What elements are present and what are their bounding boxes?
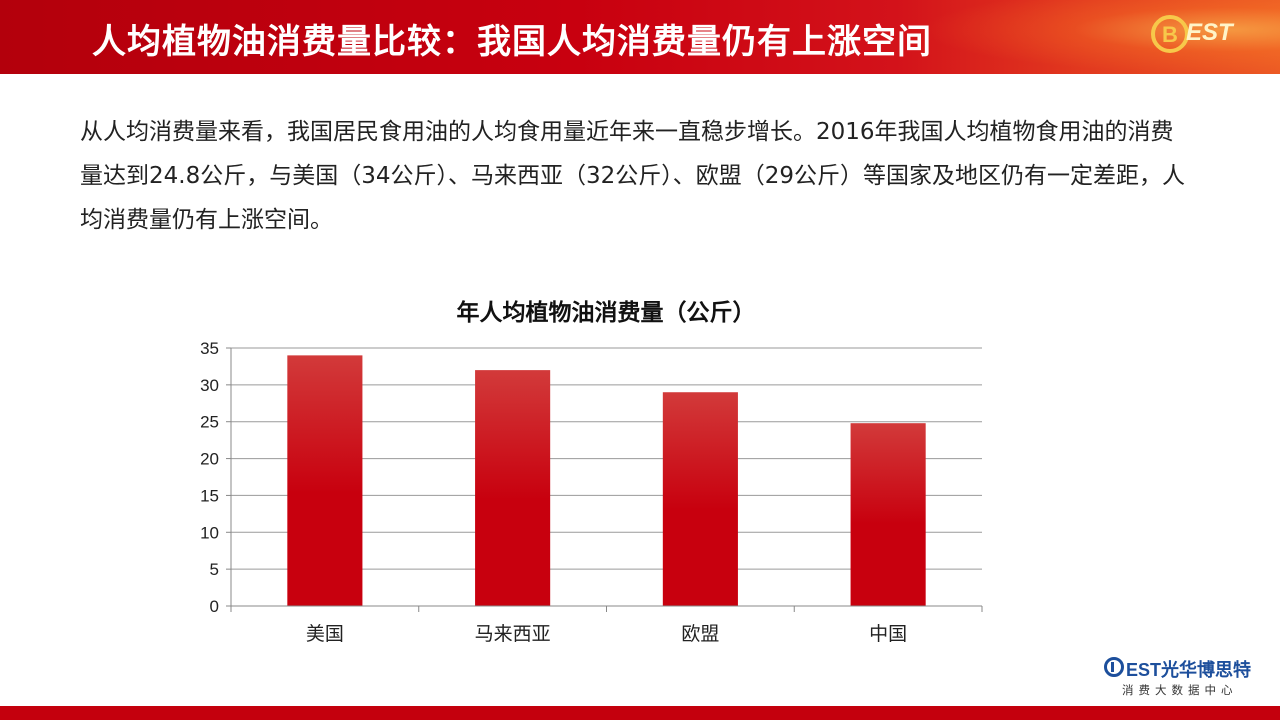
logo-mark-est: EST xyxy=(1186,19,1235,46)
y-tick-label: 25 xyxy=(200,413,219,432)
footer-logo: EST光华博思特 消费大数据中心 xyxy=(1104,656,1266,702)
bars xyxy=(287,355,926,606)
bar-3 xyxy=(662,392,738,606)
y-tick-label: 35 xyxy=(200,339,219,358)
best-logo-icon: B EST xyxy=(1151,15,1235,53)
y-tick-label: 10 xyxy=(200,523,219,542)
chart-title: 年人均植物油消费量（公斤） xyxy=(456,300,756,326)
logo-mark-b: B xyxy=(1162,22,1178,47)
y-tick-label: 5 xyxy=(210,560,219,579)
bottom-bar xyxy=(0,706,1280,720)
x-category-label: 欧盟 xyxy=(681,623,719,645)
footer-b-icon xyxy=(1104,657,1124,677)
intro-paragraph: 从人均消费量来看，我国居民食用油的人均食用量近年来一直稳步增长。2016年我国人… xyxy=(80,119,1186,233)
bar-1 xyxy=(287,355,363,606)
bar-4 xyxy=(850,423,926,606)
y-tick-label: 0 xyxy=(210,597,219,616)
page-title: 人均植物油消费量比较：我国人均消费量仍有上涨空间 xyxy=(92,22,932,62)
footer-subtitle: 消费大数据中心 xyxy=(1122,683,1238,697)
bar-2 xyxy=(475,370,551,606)
y-tick-label: 20 xyxy=(200,450,219,469)
axes xyxy=(226,347,983,612)
tick-labels: 0 5 10 15 20 25 30 35 美国 马来西亚 欧盟 中国 xyxy=(200,339,907,645)
x-category-label: 美国 xyxy=(306,623,344,645)
header-banner: 人均植物油消费量比较：我国人均消费量仍有上涨空间 B EST xyxy=(0,0,1280,74)
y-tick-label: 30 xyxy=(200,376,219,395)
x-category-label: 马来西亚 xyxy=(475,623,551,645)
y-tick-label: 15 xyxy=(200,486,219,505)
x-category-label: 中国 xyxy=(869,623,907,645)
footer-brand: EST光华博思特 xyxy=(1126,660,1252,680)
